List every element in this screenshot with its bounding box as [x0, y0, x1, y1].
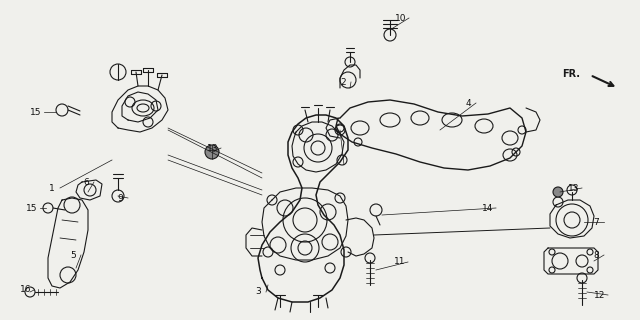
Text: 8: 8 — [593, 251, 599, 260]
Text: 15: 15 — [30, 108, 42, 116]
Text: 2: 2 — [340, 77, 346, 86]
Text: 13: 13 — [207, 143, 219, 153]
Text: 16: 16 — [20, 285, 32, 294]
Text: 10: 10 — [396, 13, 407, 22]
Text: 9: 9 — [117, 194, 123, 203]
Circle shape — [553, 187, 563, 197]
Text: FR.: FR. — [562, 69, 580, 79]
Text: 1: 1 — [49, 183, 55, 193]
Text: 5: 5 — [70, 251, 76, 260]
Text: 14: 14 — [483, 204, 493, 212]
Text: 3: 3 — [255, 287, 261, 297]
Text: 6: 6 — [83, 178, 89, 187]
Text: 4: 4 — [465, 99, 471, 108]
Circle shape — [205, 145, 219, 159]
Text: 13: 13 — [568, 183, 580, 193]
Text: 15: 15 — [26, 204, 38, 212]
Text: 12: 12 — [595, 291, 605, 300]
Text: 11: 11 — [394, 258, 406, 267]
Text: 7: 7 — [593, 218, 599, 227]
